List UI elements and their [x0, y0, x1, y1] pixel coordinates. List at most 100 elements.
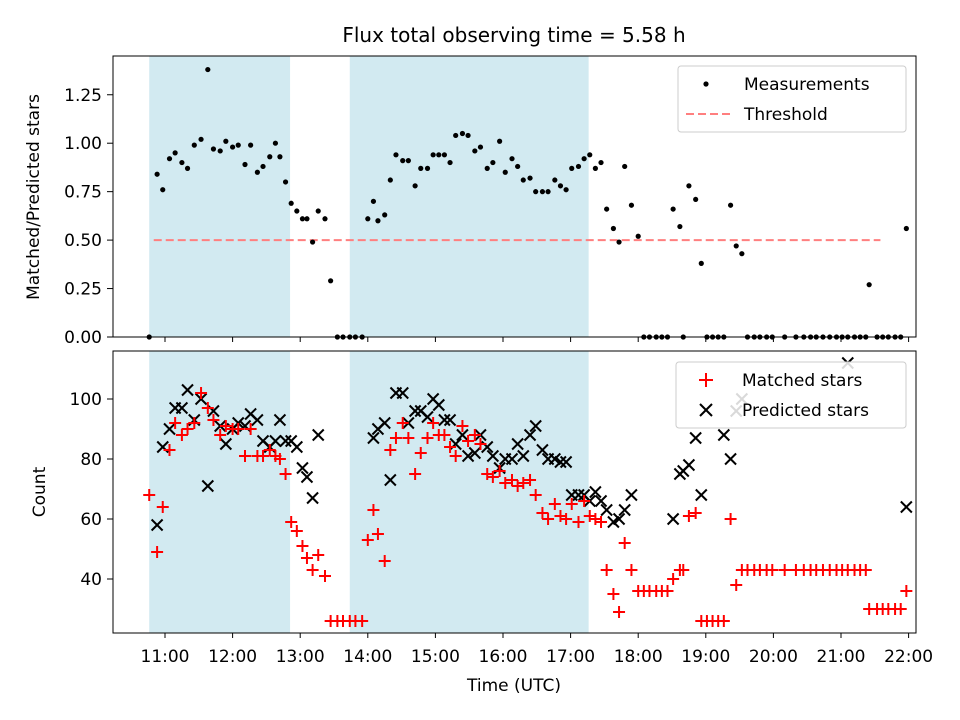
- measurement-point: [299, 216, 306, 222]
- measurement-point: [400, 158, 406, 164]
- matched-point: [474, 438, 487, 450]
- matched-point: [486, 471, 499, 483]
- predicted-point: [689, 431, 702, 445]
- matched-point: [312, 549, 325, 561]
- predicted-point: [695, 488, 708, 502]
- measurement-point: [587, 152, 593, 158]
- matched-points: [143, 387, 913, 627]
- matched-point: [181, 423, 194, 435]
- measurement-point: [616, 239, 622, 245]
- matched-point: [361, 534, 374, 546]
- measurement-point: [520, 177, 526, 183]
- matched-point: [462, 435, 475, 447]
- predicted-point: [378, 416, 391, 430]
- predicted-point: [219, 437, 233, 451]
- predicted-point: [529, 419, 542, 433]
- x-tick-label: 12:00: [208, 647, 257, 667]
- measurement-point: [539, 189, 546, 195]
- ratio-legend: Measurements Threshold: [677, 65, 907, 133]
- predicted-point: [279, 434, 292, 448]
- y-tick-label: 40: [80, 570, 102, 590]
- predicted-point: [517, 449, 530, 463]
- matched-point: [724, 513, 737, 525]
- ratio-y-axis-label: Matched/Predicted stars: [24, 94, 44, 300]
- matched-point: [188, 417, 201, 429]
- measurement-point: [515, 163, 521, 170]
- measurement-point: [198, 136, 204, 142]
- measurement-point: [154, 171, 160, 177]
- measurement-point: [365, 216, 371, 222]
- measurement-point: [727, 202, 734, 208]
- x-tick-label: 22:00: [884, 647, 933, 667]
- measurement-point: [370, 198, 377, 204]
- measurement-point: [490, 159, 496, 166]
- predicted-point: [536, 443, 549, 457]
- measurement-point: [622, 163, 628, 170]
- predicted-point: [384, 473, 397, 487]
- y-tick-label: 100: [70, 390, 102, 410]
- legend-measurements-label: Measurements: [744, 75, 870, 95]
- x-tick-label: 15:00: [411, 647, 460, 667]
- predicted-point: [625, 488, 638, 502]
- predicted-point: [312, 428, 325, 442]
- matched-point: [589, 513, 602, 525]
- matched-point: [560, 513, 573, 525]
- ratio-plot-frame: [112, 55, 917, 338]
- matched-point: [548, 498, 561, 510]
- measurement-point: [191, 142, 197, 148]
- predicted-point: [438, 413, 451, 427]
- y-tick-label: 0.50: [64, 231, 102, 251]
- measurement-point: [166, 156, 173, 162]
- measurement-point: [235, 142, 241, 148]
- measurement-point: [533, 189, 539, 195]
- matched-point: [565, 498, 578, 510]
- x-tick-label: 16:00: [479, 647, 528, 667]
- matched-point: [499, 477, 512, 489]
- matched-point: [900, 585, 913, 597]
- y-tick-label: 80: [80, 450, 102, 470]
- observing-bands: [149, 351, 589, 633]
- predicted-point: [612, 512, 626, 526]
- measurement-point: [267, 154, 273, 160]
- matched-point: [661, 585, 674, 597]
- matched-point: [371, 528, 384, 540]
- predicted-point: [251, 413, 264, 427]
- x-axis-label: Time (UTC): [466, 676, 561, 696]
- measurement-point: [288, 200, 294, 206]
- measurement-point: [472, 148, 478, 154]
- ratio-y-ticks: 0.00 0.25 0.50 0.75 1.00 1.25: [64, 86, 113, 348]
- x-tick-label: 13:00: [276, 647, 325, 667]
- predicted-point: [511, 437, 524, 451]
- matched-point: [207, 414, 220, 426]
- y-tick-label: 1.25: [64, 86, 102, 106]
- x-tick-label: 17:00: [546, 647, 595, 667]
- ratio-panel: 0.00 0.25 0.50 0.75 1.00 1.25 Matched/Predict…: [24, 55, 917, 348]
- legend-matched-marker: [699, 373, 713, 387]
- predicted-point: [505, 452, 519, 466]
- y-tick-label: 1.00: [64, 134, 102, 154]
- predicted-point: [724, 452, 737, 466]
- predicted-point: [306, 491, 319, 505]
- predicted-point: [468, 446, 482, 460]
- matched-point: [273, 453, 286, 465]
- matched-point: [290, 525, 303, 537]
- predicted-point: [682, 458, 696, 472]
- measurement-point: [382, 212, 388, 218]
- matched-point: [625, 564, 638, 576]
- measurement-point: [223, 138, 229, 144]
- y-tick-label: 0.25: [64, 280, 102, 300]
- matched-point: [232, 423, 245, 435]
- measurement-point: [635, 233, 641, 239]
- measurement-point: [230, 144, 236, 150]
- measurement-point: [677, 223, 683, 230]
- measurement-point: [527, 175, 533, 181]
- measurement-point: [575, 163, 582, 170]
- matched-point: [169, 417, 182, 429]
- measurement-point: [563, 187, 569, 193]
- matched-point: [175, 429, 188, 441]
- measurement-point: [903, 225, 909, 232]
- measurement-point: [441, 152, 448, 158]
- matched-point: [414, 447, 427, 459]
- matched-point: [517, 477, 530, 489]
- measurement-point: [160, 187, 166, 193]
